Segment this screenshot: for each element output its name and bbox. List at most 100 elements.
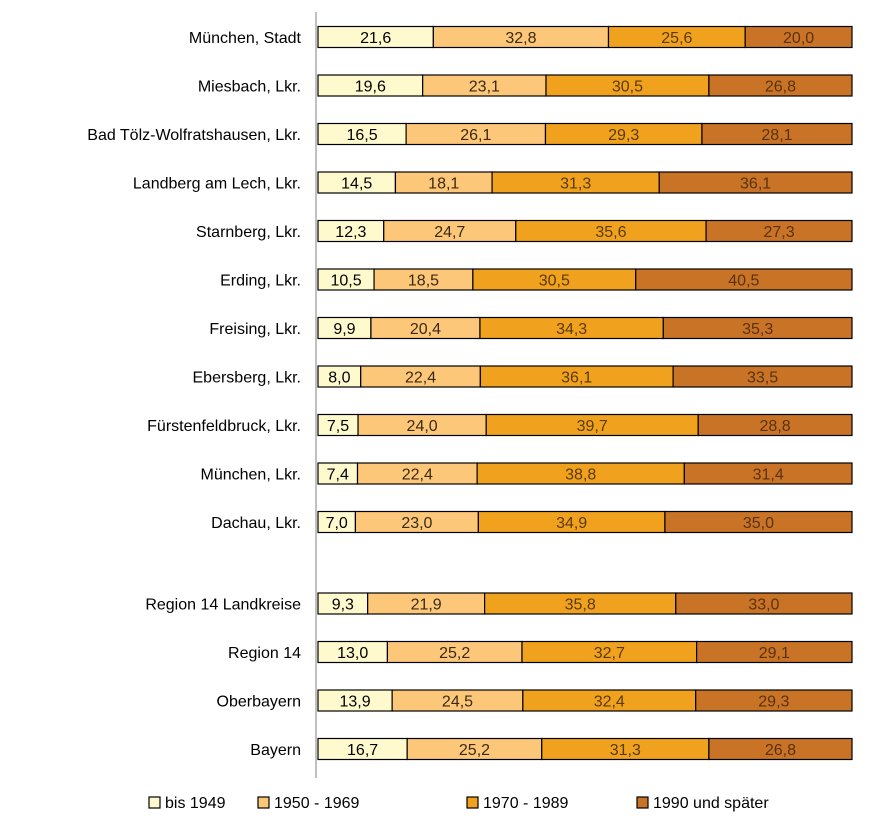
data-label: 22,4 bbox=[405, 370, 436, 387]
legend-swatch bbox=[466, 796, 479, 809]
category-label: Ebersberg, Lkr. bbox=[193, 370, 302, 387]
category-label: Region 14 Landkreise bbox=[145, 597, 301, 614]
data-label: 25,2 bbox=[439, 645, 470, 662]
data-label: 7,4 bbox=[327, 467, 349, 484]
legend-label: 1950 - 1969 bbox=[274, 795, 360, 812]
legend: bis 1949 1950 - 1969 1970 - 1989 1990 und s… bbox=[148, 795, 769, 812]
data-label: 29,1 bbox=[759, 645, 790, 662]
data-label: 30,5 bbox=[612, 79, 643, 96]
category-label: Region 14 bbox=[228, 645, 301, 662]
category-label: München, Lkr. bbox=[201, 467, 302, 484]
data-label: 35,0 bbox=[743, 515, 774, 532]
data-label: 20,0 bbox=[783, 30, 814, 47]
bar-segment bbox=[658, 171, 853, 194]
category-label: Erding, Lkr. bbox=[220, 273, 301, 290]
data-label: 24,5 bbox=[442, 694, 473, 711]
category-label: Miesbach, Lkr. bbox=[198, 79, 301, 96]
bar-segment bbox=[635, 268, 853, 291]
data-label: 19,6 bbox=[355, 79, 386, 96]
data-label: 39,7 bbox=[577, 418, 608, 435]
data-label: 33,0 bbox=[748, 597, 779, 614]
data-label: 40,5 bbox=[728, 273, 759, 290]
data-label: 23,1 bbox=[469, 79, 500, 96]
category-label: Dachau, Lkr. bbox=[211, 515, 301, 532]
data-label: 38,8 bbox=[565, 467, 596, 484]
bar-segment bbox=[696, 640, 853, 664]
data-label: 29,3 bbox=[758, 694, 789, 711]
bar-segment bbox=[708, 737, 853, 761]
data-label: 7,0 bbox=[326, 515, 348, 532]
legend-swatch bbox=[148, 796, 161, 809]
data-label: 27,3 bbox=[763, 224, 794, 241]
data-label: 25,2 bbox=[459, 742, 490, 759]
data-label: 32,8 bbox=[505, 30, 536, 47]
data-label: 35,6 bbox=[595, 224, 626, 241]
bar-segment bbox=[701, 122, 853, 146]
data-label: 22,4 bbox=[402, 467, 433, 484]
data-label: 32,4 bbox=[594, 694, 625, 711]
data-label: 36,1 bbox=[740, 176, 771, 193]
data-label: 26,1 bbox=[460, 127, 491, 144]
data-label: 25,6 bbox=[661, 30, 692, 47]
bar-segment bbox=[708, 74, 853, 97]
data-label: 28,8 bbox=[760, 418, 791, 435]
data-label: 13,0 bbox=[337, 645, 368, 662]
data-label: 23,0 bbox=[401, 515, 432, 532]
data-label: 12,3 bbox=[335, 224, 366, 241]
data-label: 34,9 bbox=[556, 515, 587, 532]
data-label: 34,3 bbox=[556, 321, 587, 338]
bar-segment bbox=[695, 689, 853, 712]
category-label: Freising, Lkr. bbox=[209, 321, 301, 338]
data-label: 20,4 bbox=[410, 321, 441, 338]
data-label: 9,9 bbox=[333, 321, 355, 338]
bar-segment bbox=[744, 25, 853, 49]
category-labels: München, Stadt Miesbach, Lkr. Bad Tölz-Wol… bbox=[87, 30, 301, 759]
data-label: 28,1 bbox=[761, 127, 792, 144]
data-label: 10,5 bbox=[330, 273, 361, 290]
category-label: Starnberg, Lkr. bbox=[196, 224, 301, 241]
data-label: 32,7 bbox=[594, 645, 625, 662]
category-label: Oberbayern bbox=[217, 694, 302, 711]
data-label: 8,0 bbox=[328, 370, 350, 387]
bar-segment bbox=[683, 462, 853, 485]
data-label: 30,5 bbox=[539, 273, 570, 290]
category-label: Fürstenfeldbruck, Lkr. bbox=[147, 418, 301, 435]
data-label: 16,5 bbox=[346, 127, 377, 144]
data-label: 14,5 bbox=[341, 176, 372, 193]
data-label: 35,8 bbox=[565, 597, 596, 614]
data-label: 31,3 bbox=[560, 176, 591, 193]
category-label: Bayern bbox=[250, 742, 301, 759]
data-label: 26,8 bbox=[765, 742, 796, 759]
data-label: 24,7 bbox=[434, 224, 465, 241]
data-label: 21,9 bbox=[411, 597, 442, 614]
data-label: 7,5 bbox=[327, 418, 349, 435]
data-label: 31,3 bbox=[610, 742, 641, 759]
bar-segment bbox=[662, 316, 853, 340]
legend-swatch bbox=[636, 796, 649, 809]
category-label: Bad Tölz-Wolfratshausen, Lkr. bbox=[87, 127, 301, 144]
data-label: 16,7 bbox=[347, 742, 378, 759]
data-label: 13,9 bbox=[340, 694, 371, 711]
legend-label: bis 1949 bbox=[165, 795, 226, 812]
data-label: 24,0 bbox=[407, 418, 438, 435]
legend-swatch bbox=[257, 796, 270, 809]
bar-segment bbox=[675, 592, 853, 615]
legend-label: 1990 und später bbox=[653, 795, 769, 812]
data-label: 29,3 bbox=[608, 127, 639, 144]
data-label: 36,1 bbox=[561, 370, 592, 387]
data-label: 31,4 bbox=[753, 467, 784, 484]
data-label: 33,5 bbox=[747, 370, 778, 387]
data-label: 35,3 bbox=[742, 321, 773, 338]
bar-segment bbox=[664, 510, 853, 534]
data-label: 18,1 bbox=[428, 176, 459, 193]
data-label: 26,8 bbox=[765, 79, 796, 96]
bar-segment bbox=[697, 413, 853, 437]
category-label: München, Stadt bbox=[189, 30, 302, 47]
data-label: 21,6 bbox=[360, 30, 391, 47]
bar-segment bbox=[705, 219, 853, 243]
category-label: Landberg am Lech, Lkr. bbox=[133, 176, 301, 193]
bar-segment bbox=[672, 365, 853, 388]
data-label: 9,3 bbox=[332, 597, 354, 614]
data-label: 18,5 bbox=[408, 273, 439, 290]
